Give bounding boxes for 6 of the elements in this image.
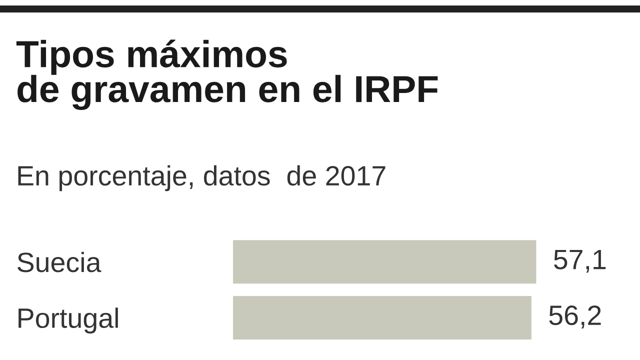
data-label: 56,2 <box>549 305 601 328</box>
data-label: 57,1 <box>554 250 606 273</box>
y-tick-label: Suecia <box>18 252 102 272</box>
y-tick-label: Portugal <box>18 308 118 334</box>
chart-subtitle: En porcentaje, datos de 2017 <box>18 165 386 192</box>
chart-title: Tipos máximos de gravamen en el IRPF <box>16 40 438 110</box>
